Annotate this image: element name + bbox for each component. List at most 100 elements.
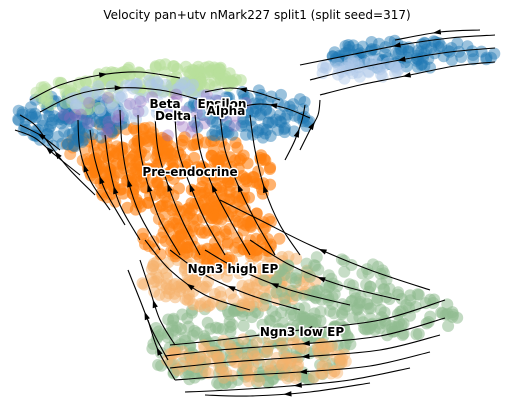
cell-points — [12, 34, 501, 391]
cell-point — [194, 300, 206, 313]
cell-point — [319, 62, 332, 75]
cell-point — [337, 321, 350, 334]
cell-point — [190, 361, 203, 373]
cell-point — [195, 189, 208, 202]
cell-point — [174, 167, 187, 180]
cell-point — [427, 35, 440, 48]
cell-point — [415, 59, 428, 71]
streamline-arrowhead — [268, 103, 278, 109]
cell-point — [206, 128, 219, 141]
cell-point — [161, 129, 174, 142]
cell-point — [442, 320, 455, 332]
cell-point — [52, 130, 65, 143]
cell-point — [262, 116, 275, 129]
cell-point — [159, 290, 172, 303]
cell-point — [388, 59, 401, 72]
cell-point — [392, 286, 405, 299]
cell-point — [381, 57, 394, 70]
cell-point — [260, 123, 273, 136]
cell-point — [467, 49, 479, 61]
cell-point — [336, 352, 349, 365]
cell-point — [116, 151, 129, 164]
cell-point — [154, 248, 167, 261]
cell-point — [208, 74, 221, 87]
cell-point — [347, 39, 360, 52]
cell-point — [485, 51, 497, 64]
cell-point — [383, 293, 396, 305]
cell-point — [25, 108, 37, 121]
cell-point — [319, 357, 332, 370]
cell-point — [45, 117, 58, 129]
cell-point — [411, 60, 424, 73]
cell-point — [185, 354, 198, 367]
cell-point — [128, 107, 141, 120]
cell-point — [202, 367, 215, 380]
cell-point — [196, 226, 208, 239]
cell-point — [178, 105, 191, 118]
cell-point — [298, 370, 311, 383]
streamline-arrowhead — [114, 85, 123, 91]
cell-point — [69, 109, 82, 121]
cell-point — [191, 121, 204, 134]
cell-point — [250, 102, 262, 115]
cluster-label-pre-endocrine: Pre-endocrine — [142, 165, 237, 179]
cell-point — [275, 338, 288, 351]
cell-point — [73, 122, 86, 135]
cell-point — [343, 53, 355, 66]
cell-point — [198, 117, 211, 130]
cell-point — [77, 133, 90, 146]
cell-point — [352, 54, 365, 67]
cell-point — [274, 115, 286, 128]
cell-point — [402, 45, 415, 58]
cell-point — [229, 136, 242, 149]
cell-point — [333, 354, 346, 367]
cell-point — [132, 105, 145, 118]
cell-point — [335, 356, 348, 369]
cell-point — [236, 101, 249, 114]
cell-point — [212, 322, 225, 335]
cell-point — [266, 116, 279, 129]
cell-point — [209, 212, 222, 225]
cell-point — [301, 115, 314, 128]
cell-point — [57, 108, 70, 121]
cell-point — [441, 298, 454, 311]
cell-point — [274, 109, 286, 121]
cell-point — [389, 61, 402, 74]
cell-point — [223, 120, 236, 133]
cluster-labels: Beta Epsilon Delta Alpha Pre-endocrine Ngn3 h… — [141, 96, 346, 341]
cell-point — [279, 112, 292, 125]
cell-point — [237, 361, 250, 374]
cell-point — [167, 60, 180, 73]
cell-point — [90, 115, 103, 128]
cell-point — [96, 123, 109, 136]
cell-point — [220, 270, 233, 283]
cell-point — [209, 168, 222, 181]
cell-point — [263, 107, 276, 120]
cell-point — [354, 296, 367, 308]
cell-point — [442, 44, 454, 57]
cell-point — [133, 92, 146, 105]
cell-point — [343, 40, 356, 53]
cell-point — [339, 40, 352, 52]
cell-point — [297, 103, 310, 116]
streamline-arrowhead — [144, 311, 150, 321]
cell-point — [286, 319, 299, 332]
streamline-arrowhead — [397, 56, 406, 62]
cell-point — [213, 361, 226, 373]
streamline-arrowhead — [308, 121, 315, 131]
cell-point — [83, 96, 96, 109]
cell-point — [185, 351, 198, 363]
cell-point — [338, 348, 351, 361]
cell-point — [124, 97, 136, 110]
cell-point — [294, 340, 307, 353]
streamline-arrowhead — [127, 178, 133, 188]
cell-point — [441, 307, 454, 320]
cell-point — [62, 113, 74, 126]
streamline-arrowhead — [189, 183, 195, 193]
cell-point — [425, 42, 438, 55]
streamline — [169, 299, 446, 346]
cell-point — [395, 45, 408, 58]
cell-point — [52, 76, 65, 89]
cell-point — [145, 263, 158, 276]
cell-point — [55, 117, 68, 130]
